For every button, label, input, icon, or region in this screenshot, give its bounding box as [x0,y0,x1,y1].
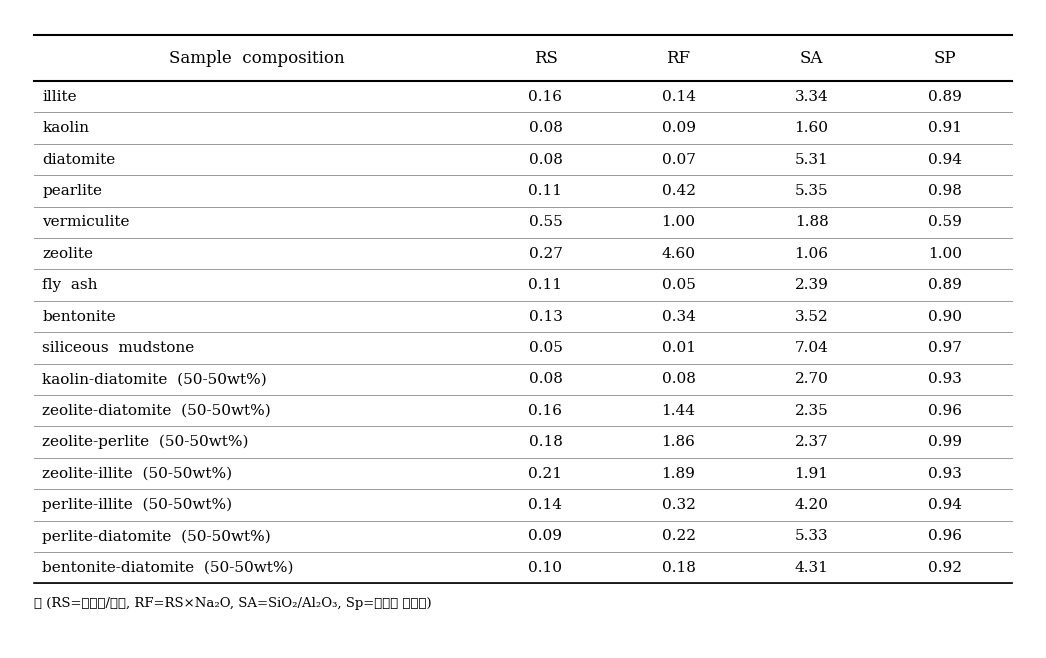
Text: 0.08: 0.08 [528,372,563,386]
Text: siliceous  mudstone: siliceous mudstone [42,341,195,355]
Text: 0.08: 0.08 [528,153,563,166]
Text: 0.01: 0.01 [661,341,696,355]
Text: 0.32: 0.32 [661,498,696,512]
Text: 0.96: 0.96 [928,529,962,544]
Text: perlite-diatomite  (50-50wt%): perlite-diatomite (50-50wt%) [42,529,271,544]
Text: 3.34: 3.34 [795,89,828,104]
Text: 0.94: 0.94 [928,153,962,166]
Text: vermiculite: vermiculite [42,215,130,230]
Text: 5.35: 5.35 [795,184,828,198]
Text: 0.91: 0.91 [928,121,962,135]
Text: 0.16: 0.16 [528,404,563,418]
Text: 0.90: 0.90 [928,309,962,324]
Text: pearlite: pearlite [42,184,103,198]
Text: 0.42: 0.42 [661,184,696,198]
Text: kaolin: kaolin [42,121,89,135]
Text: 0.21: 0.21 [528,467,563,480]
Text: diatomite: diatomite [42,153,115,166]
Text: 5.33: 5.33 [795,529,828,544]
Text: 0.59: 0.59 [928,215,962,230]
Text: 0.07: 0.07 [661,153,696,166]
Text: 0.11: 0.11 [528,278,563,292]
Text: 0.97: 0.97 [928,341,962,355]
Text: 0.34: 0.34 [661,309,696,324]
Text: 5.31: 5.31 [795,153,828,166]
Text: 0.22: 0.22 [661,529,696,544]
Text: 3.52: 3.52 [795,309,828,324]
Text: Sample  composition: Sample composition [168,50,344,66]
Text: 0.89: 0.89 [928,89,962,104]
Text: 2.39: 2.39 [795,278,828,292]
Text: 0.99: 0.99 [928,435,962,449]
Text: 1.89: 1.89 [661,467,696,480]
Text: 0.14: 0.14 [528,498,563,512]
Text: 7.04: 7.04 [795,341,828,355]
Text: 1.88: 1.88 [795,215,828,230]
Text: 0.13: 0.13 [528,309,563,324]
Text: 0.14: 0.14 [661,89,696,104]
Text: 4.60: 4.60 [661,247,696,261]
Text: kaolin-diatomite  (50-50wt%): kaolin-diatomite (50-50wt%) [42,372,267,386]
Text: 0.93: 0.93 [928,467,962,480]
Text: 0.18: 0.18 [528,435,563,449]
Text: 1.06: 1.06 [795,247,828,261]
Text: SP: SP [934,50,956,66]
Text: ※ (RS=염기성/산성, RF=RS×Na₂O, SA=SiO₂/Al₂O₃, Sp=실리카 함량비): ※ (RS=염기성/산성, RF=RS×Na₂O, SA=SiO₂/Al₂O₃,… [33,597,432,609]
Text: 0.08: 0.08 [661,372,696,386]
Text: 1.60: 1.60 [795,121,828,135]
Text: zeolite-illite  (50-50wt%): zeolite-illite (50-50wt%) [42,467,232,480]
Text: zeolite-diatomite  (50-50wt%): zeolite-diatomite (50-50wt%) [42,404,271,418]
Text: 1.00: 1.00 [928,247,962,261]
Text: 0.93: 0.93 [928,372,962,386]
Text: zeolite-perlite  (50-50wt%): zeolite-perlite (50-50wt%) [42,435,249,449]
Text: 0.09: 0.09 [661,121,696,135]
Text: 0.16: 0.16 [528,89,563,104]
Text: 0.05: 0.05 [528,341,563,355]
Text: perlite-illite  (50-50wt%): perlite-illite (50-50wt%) [42,497,232,512]
Text: 0.27: 0.27 [528,247,563,261]
Text: RS: RS [533,50,558,66]
Text: 1.00: 1.00 [661,215,696,230]
Text: 0.18: 0.18 [661,561,696,574]
Text: 0.05: 0.05 [661,278,696,292]
Text: 0.94: 0.94 [928,498,962,512]
Text: zeolite: zeolite [42,247,93,261]
Text: 0.55: 0.55 [528,215,563,230]
Text: SA: SA [800,50,823,66]
Text: 0.96: 0.96 [928,404,962,418]
Text: 0.10: 0.10 [528,561,563,574]
Text: 1.86: 1.86 [661,435,696,449]
Text: 4.31: 4.31 [795,561,828,574]
Text: 1.44: 1.44 [661,404,696,418]
Text: 0.11: 0.11 [528,184,563,198]
Text: fly  ash: fly ash [42,278,98,292]
Text: RF: RF [666,50,690,66]
Text: bentonite-diatomite  (50-50wt%): bentonite-diatomite (50-50wt%) [42,561,294,574]
Text: 1.91: 1.91 [795,467,828,480]
Text: 4.20: 4.20 [795,498,828,512]
Text: 0.08: 0.08 [528,121,563,135]
Text: 0.89: 0.89 [928,278,962,292]
Text: 0.98: 0.98 [928,184,962,198]
Text: 0.92: 0.92 [928,561,962,574]
Text: 2.35: 2.35 [795,404,828,418]
Text: illite: illite [42,89,77,104]
Text: 0.09: 0.09 [528,529,563,544]
Text: 2.37: 2.37 [795,435,828,449]
Text: 2.70: 2.70 [795,372,828,386]
Text: bentonite: bentonite [42,309,116,324]
